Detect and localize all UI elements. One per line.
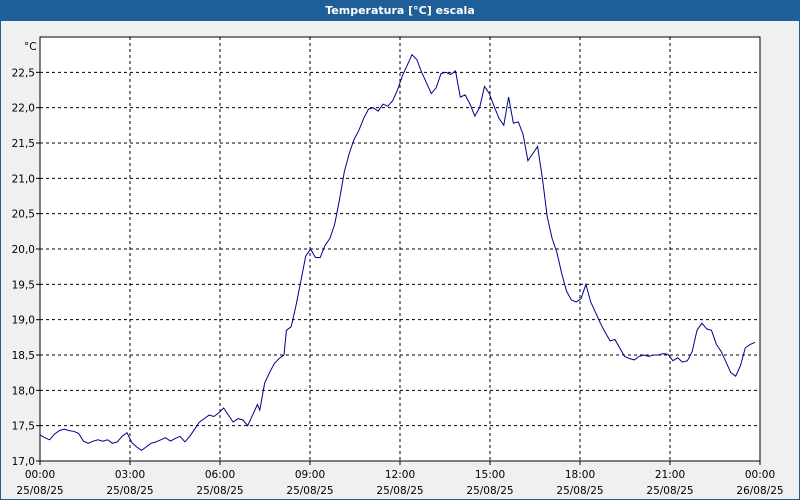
x-tick-time-label: 09:00 — [295, 469, 325, 481]
y-tick-label: 20,0 — [12, 244, 35, 256]
x-tick-time-label: 00:00 — [25, 469, 55, 481]
x-tick-date-label: 25/08/25 — [556, 485, 603, 497]
y-tick-label: 18,5 — [12, 350, 35, 362]
y-tick-label: 21,0 — [12, 173, 35, 185]
x-tick-date-label: 26/08/25 — [736, 485, 783, 497]
window-title: Temperatura [°C] escala — [1, 1, 799, 21]
x-tick-time-label: 21:00 — [655, 469, 685, 481]
y-axis-unit-label: °C — [24, 41, 37, 53]
x-tick-date-label: 25/08/25 — [376, 485, 423, 497]
y-tick-label: 20,5 — [12, 209, 35, 221]
y-tick-label: 17,0 — [12, 456, 35, 468]
x-tick-date-label: 25/08/25 — [106, 485, 153, 497]
x-tick-date-label: 25/08/25 — [466, 485, 513, 497]
x-tick-date-label: 25/08/25 — [16, 485, 63, 497]
temperature-chart: 17,0 17,5 18,0 18,5 19,0 19,5 20,0 20,5 21,0 21,5… — [12, 36, 784, 497]
x-tick-date-label: 25/08/25 — [196, 485, 243, 497]
y-tick-label: 22,5 — [12, 67, 35, 79]
x-tick-time-label: 06:00 — [205, 469, 235, 481]
y-tick-label: 18,0 — [12, 385, 35, 397]
x-tick-time-label: 15:00 — [475, 469, 505, 481]
temperature-series-line — [39, 53, 756, 452]
x-tick-time-label: 03:00 — [115, 469, 145, 481]
x-tick-time-label: 00:00 — [745, 469, 775, 481]
y-tick-label: 17,5 — [12, 421, 35, 433]
x-tick-time-label: 12:00 — [385, 469, 415, 481]
y-tick-label: 22,0 — [12, 103, 35, 115]
x-tick-time-label: 18:00 — [565, 469, 595, 481]
y-tick-label: 21,5 — [12, 138, 35, 150]
x-tick-date-label: 25/08/25 — [286, 485, 333, 497]
y-tick-label: 19,5 — [12, 279, 35, 291]
x-tick-date-label: 25/08/25 — [646, 485, 693, 497]
y-tick-label: 19,0 — [12, 315, 35, 327]
